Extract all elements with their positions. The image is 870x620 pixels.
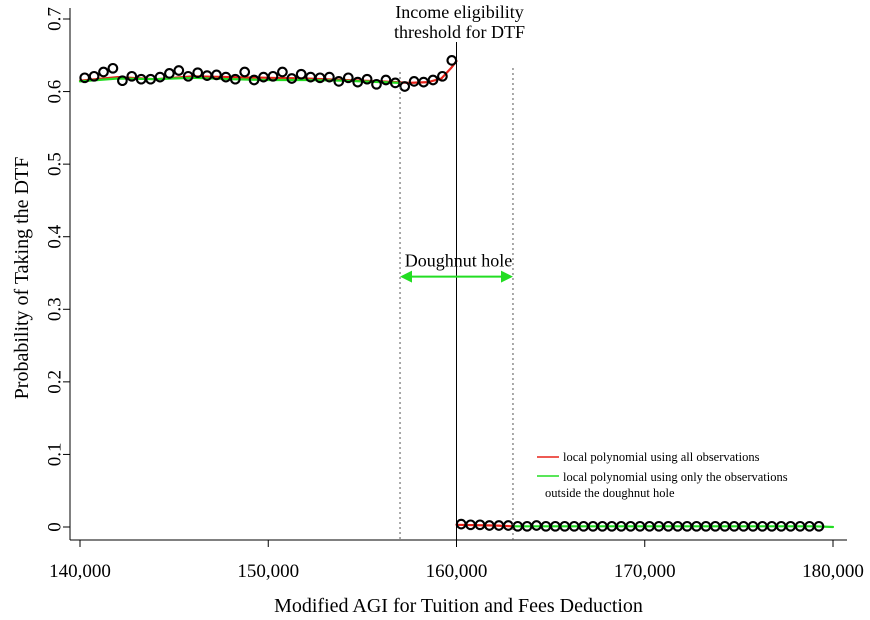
data-point	[408, 76, 420, 87]
data-point	[229, 73, 241, 85]
y-tick-label: 0	[45, 522, 66, 532]
legend-label-all-obs: local polynomial using all observations	[563, 450, 760, 464]
data-point	[286, 73, 298, 84]
data-point	[361, 73, 373, 85]
x-tick-label: 170,000	[614, 561, 676, 582]
data-point	[88, 70, 100, 82]
legend-label-outside-doughnut: local polynomial using only the observat…	[563, 470, 788, 484]
legend: local polynomial using all observations …	[537, 450, 788, 500]
data-point	[437, 70, 448, 82]
data-point	[173, 65, 185, 76]
y-tick-label: 0.4	[45, 224, 66, 248]
x-tick-label: 160,000	[426, 561, 488, 582]
legend-label-outside-doughnut-line2: outside the doughnut hole	[545, 486, 675, 500]
data-point	[277, 66, 288, 78]
data-point	[333, 76, 345, 87]
x-axis-title: Modified AGI for Tuition and Fees Deduct…	[274, 595, 643, 617]
data-points	[79, 55, 825, 532]
data-point	[126, 70, 138, 82]
data-point	[98, 66, 109, 78]
data-point	[192, 67, 204, 79]
data-point	[164, 68, 175, 79]
data-point	[267, 70, 279, 82]
data-point	[154, 71, 166, 83]
x-tick-label: 140,000	[49, 561, 111, 582]
data-point	[371, 78, 382, 90]
data-point	[324, 71, 335, 83]
data-point	[248, 74, 260, 86]
data-point	[107, 62, 119, 74]
x-tick-label: 150,000	[237, 561, 299, 582]
y-tick-label: 0.3	[45, 297, 66, 321]
data-point	[446, 55, 458, 66]
data-point	[399, 81, 411, 92]
data-point	[295, 68, 307, 80]
doughnut-hole-label: Doughnut hole	[405, 251, 513, 271]
y-tick-label: 0.1	[45, 443, 66, 467]
data-point	[342, 72, 354, 84]
data-point	[813, 520, 825, 532]
threshold-label-line1: Income eligibility	[395, 2, 523, 22]
threshold-label-line2: threshold for DTF	[394, 22, 525, 42]
data-point	[352, 76, 364, 88]
data-point	[211, 69, 222, 81]
axes: 0 0.1 0.2 0.3 0.4 0.5 0.6 0.7 140,000 150,000 160,…	[45, 7, 864, 582]
y-tick-label: 0.2	[45, 370, 66, 394]
data-point	[220, 71, 232, 83]
data-point	[117, 75, 128, 87]
data-point	[380, 74, 392, 86]
data-point	[182, 70, 194, 82]
x-tick-label: 180,000	[802, 561, 864, 582]
y-tick-label: 0.6	[45, 80, 66, 104]
data-point	[239, 66, 251, 78]
data-point	[145, 73, 156, 85]
annotations: Income eligibility threshold for DTF Dou…	[394, 2, 525, 540]
data-point	[418, 76, 429, 88]
y-tick-label: 0.7	[45, 7, 66, 31]
data-point	[427, 74, 439, 86]
y-axis-title: Probability of Taking the DTF	[11, 157, 33, 400]
y-tick-label: 0.5	[45, 152, 66, 176]
